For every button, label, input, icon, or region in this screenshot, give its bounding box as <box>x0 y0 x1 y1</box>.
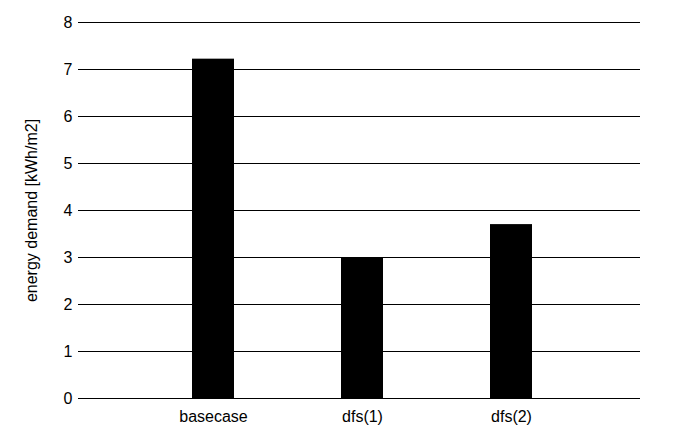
svg-text:dfs(1): dfs(1) <box>342 408 383 425</box>
svg-text:energy demand [kWh/m2]: energy demand [kWh/m2] <box>23 119 40 302</box>
svg-text:5: 5 <box>64 155 73 172</box>
svg-text:3: 3 <box>64 249 73 266</box>
svg-text:basecase: basecase <box>179 408 248 425</box>
svg-text:8: 8 <box>64 14 73 31</box>
svg-text:dfs(2): dfs(2) <box>491 408 532 425</box>
svg-text:1: 1 <box>64 343 73 360</box>
svg-text:6: 6 <box>64 108 73 125</box>
svg-text:4: 4 <box>64 202 73 219</box>
svg-text:7: 7 <box>64 61 73 78</box>
svg-text:0: 0 <box>64 390 73 407</box>
svg-text:2: 2 <box>64 296 73 313</box>
